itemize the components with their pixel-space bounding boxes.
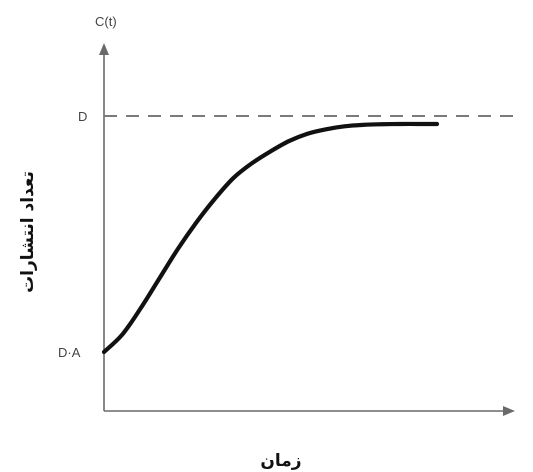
y-axis-arrow-icon xyxy=(99,43,109,55)
y-reference-label-lower: D·A xyxy=(58,345,81,360)
y-axis-top-label: C(t) xyxy=(95,14,117,29)
y-axis-title: تعداد انتشارات xyxy=(18,171,38,293)
series-line xyxy=(101,121,440,355)
x-axis-title: زمان xyxy=(260,451,301,471)
y-reference-label-upper: D xyxy=(78,109,87,124)
x-axis-arrow-icon xyxy=(503,406,515,416)
